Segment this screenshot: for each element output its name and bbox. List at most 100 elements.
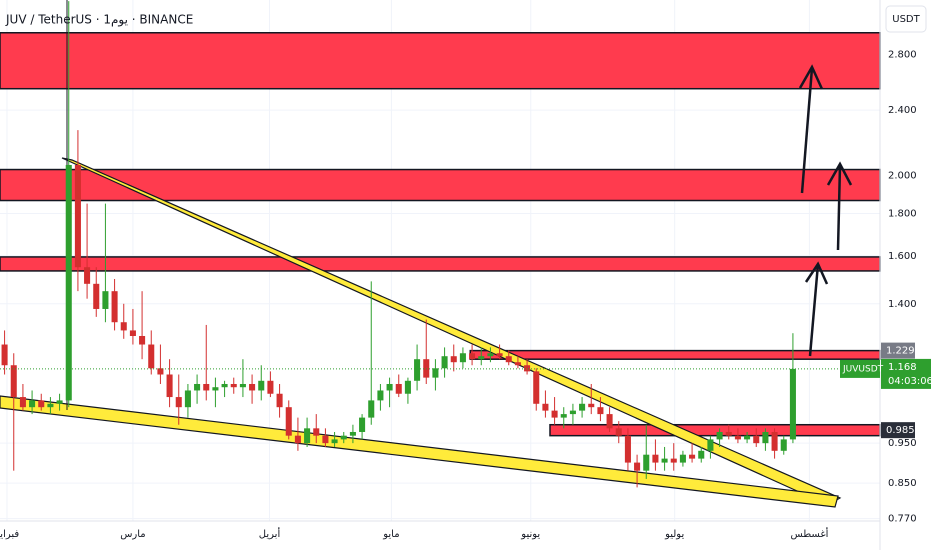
- candle-body: [340, 435, 347, 440]
- candle-body: [47, 403, 54, 408]
- y-tick-label: 2.800: [888, 50, 917, 61]
- x-tick-label: أغسطس: [790, 527, 828, 540]
- candle-body: [450, 356, 457, 363]
- candle-body: [780, 439, 787, 451]
- candle-body: [661, 458, 668, 463]
- price-marker-label: 1.229: [886, 346, 915, 357]
- candle-body: [624, 435, 631, 463]
- candle-body: [606, 414, 613, 429]
- candle-body: [65, 164, 72, 401]
- candle-body: [194, 383, 201, 391]
- candle-body: [203, 383, 210, 391]
- candle-body: [487, 353, 494, 357]
- candle-body: [368, 400, 375, 418]
- candle-body: [249, 383, 256, 391]
- candle-body: [744, 435, 751, 440]
- candle-body: [533, 371, 540, 404]
- candle-body: [569, 410, 576, 415]
- arrow-head: [826, 161, 853, 186]
- candle-body: [771, 431, 778, 451]
- zone: [0, 256, 881, 272]
- candle-body: [230, 383, 237, 388]
- candle-body: [478, 356, 485, 360]
- candle-body: [56, 400, 63, 404]
- candle-body: [698, 450, 705, 459]
- countdown: 04:03:06: [888, 376, 932, 387]
- arrow-head: [804, 261, 829, 285]
- arrow: [836, 164, 842, 251]
- candle-body: [588, 403, 595, 408]
- zone: [0, 32, 881, 90]
- candle-body: [432, 368, 439, 378]
- candle-body: [10, 365, 17, 398]
- currency: USDT: [892, 14, 920, 25]
- candle-body: [84, 267, 91, 284]
- candle-body: [404, 380, 411, 394]
- candle-body: [129, 330, 136, 336]
- candle-body: [93, 283, 100, 309]
- y-tick-label: 1.400: [888, 299, 917, 310]
- candle-body: [1, 344, 8, 366]
- y-tick-label: 0.850: [888, 478, 917, 489]
- candle-body: [349, 431, 356, 436]
- y-tick-label: 0.770: [888, 514, 917, 525]
- symbol-box: [840, 359, 880, 378]
- candle-body: [322, 435, 329, 444]
- candle-body: [102, 291, 109, 309]
- candle-body: [505, 356, 512, 363]
- candle-body: [643, 454, 650, 471]
- chart-title: JUV / TetherUS · 1يوم · BINANCE: [5, 13, 193, 28]
- zone: [549, 423, 881, 437]
- x-tick-label: فبراير: [0, 529, 19, 540]
- candle-body: [377, 390, 384, 401]
- candle-body: [139, 335, 146, 345]
- lower-trendline: [0, 395, 839, 508]
- candle-body: [679, 454, 686, 463]
- candle-body: [395, 383, 402, 394]
- candle-body: [579, 403, 586, 411]
- candle-body: [670, 458, 677, 463]
- candle-body: [615, 428, 622, 436]
- candle-body: [313, 428, 320, 436]
- candle-body: [166, 374, 173, 398]
- candle-body: [734, 435, 741, 440]
- price-marker-box: [881, 342, 915, 359]
- last-price-label: 1.168: [888, 362, 917, 373]
- price-marker-label: 0.985: [886, 425, 915, 436]
- candle-body: [111, 291, 118, 323]
- candle-body: [386, 383, 393, 391]
- symbol-label: JUVUSDT: [842, 364, 884, 374]
- arrow-head: [798, 64, 824, 90]
- candle-body: [157, 368, 164, 375]
- candle-body: [542, 403, 549, 411]
- y-tick-label: 1.600: [888, 251, 917, 262]
- candle-body: [634, 462, 641, 471]
- candle-body: [29, 400, 36, 408]
- x-tick-label: يونيو: [520, 529, 540, 540]
- x-tick-label: يوليو: [664, 529, 684, 540]
- candle-body: [359, 417, 366, 432]
- candle-body: [285, 407, 292, 436]
- candle-body: [120, 322, 127, 331]
- currency-box: [885, 5, 927, 33]
- axes: 2.800 2.400 2.000 1.800 1.600 1.400 0.950 0.850…: [0, 50, 932, 540]
- last-price-box: [881, 358, 931, 389]
- candle-body: [459, 353, 466, 363]
- zone: [0, 168, 881, 202]
- candle-body: [258, 380, 265, 391]
- x-tick-label: أبريل: [259, 527, 281, 540]
- candle-body: [496, 353, 503, 357]
- candle-body: [175, 397, 182, 408]
- candle-body: [148, 344, 155, 369]
- candle-body: [331, 439, 338, 444]
- zone: [469, 349, 881, 360]
- price-marker-box: [881, 422, 915, 439]
- candle-body: [294, 435, 301, 444]
- candle-body: [38, 400, 45, 408]
- x-tick-label: مارس: [120, 529, 145, 540]
- candle-body: [551, 410, 558, 418]
- candle-body: [689, 454, 696, 459]
- candle-body: [652, 454, 659, 463]
- candle-body: [276, 393, 283, 408]
- y-tick-label: 2.400: [888, 105, 917, 116]
